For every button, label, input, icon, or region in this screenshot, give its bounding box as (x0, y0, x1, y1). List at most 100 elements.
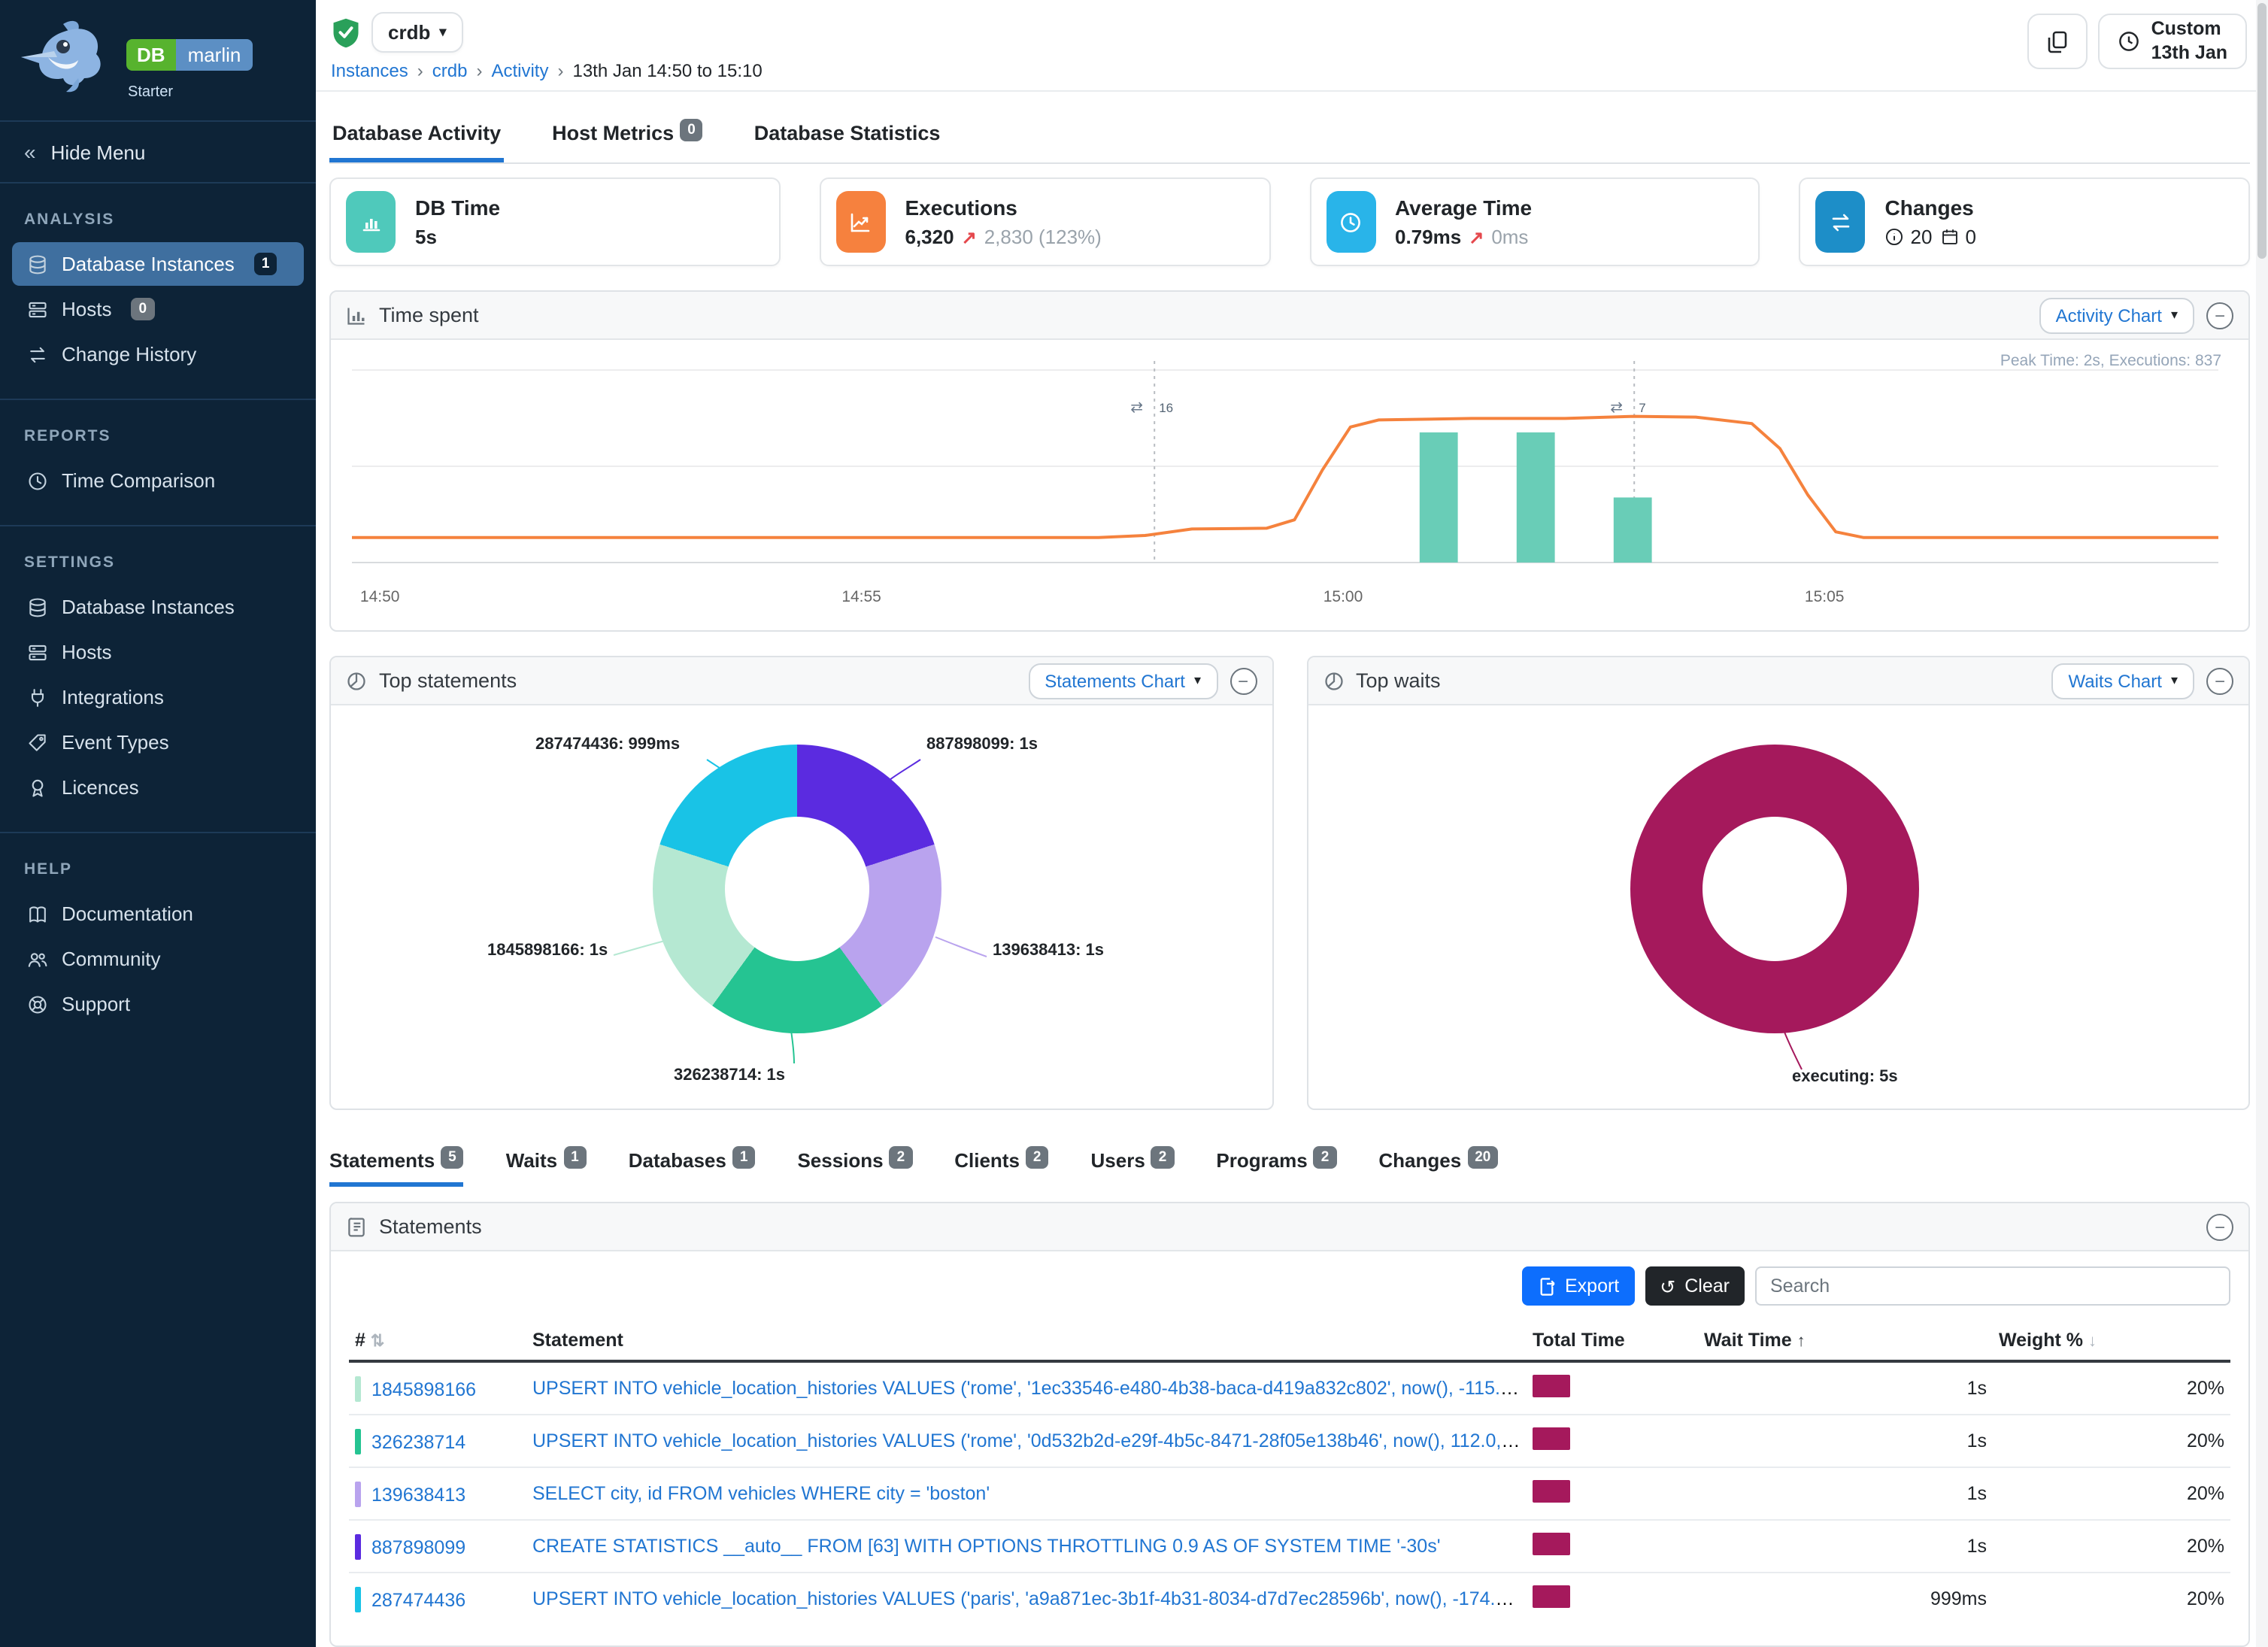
section-label: REPORTS (24, 427, 111, 445)
col-header-weight[interactable]: Weight % ↓ (1993, 1321, 2230, 1363)
statement-id-link[interactable]: 139638413 (371, 1484, 466, 1505)
total-time-bar (1533, 1585, 1570, 1608)
sidebar-item-database-instances[interactable]: Database Instances 1 (12, 242, 304, 286)
metric-value: 6,320 ↗ 2,830 (123%) (905, 226, 1102, 248)
sidebar-item-hosts[interactable]: Hosts 0 (12, 287, 304, 331)
statement-id-link[interactable]: 326238714 (371, 1431, 466, 1452)
activity-chart-select[interactable]: Activity Chart ▾ (2039, 297, 2194, 333)
statements-chart-select[interactable]: Statements Chart ▾ (1028, 663, 1217, 699)
sidebar-item-licences[interactable]: Licences (12, 766, 304, 809)
statement-id-link[interactable]: 287474436 (371, 1589, 466, 1610)
sidebar-item-time-comparison[interactable]: Time Comparison (12, 459, 304, 502)
waits-chart-select[interactable]: Waits Chart ▾ (2051, 663, 2194, 699)
collapse-panel-button[interactable]: − (1230, 667, 1257, 694)
tab-host-metrics[interactable]: Host Metrics 0 (549, 110, 706, 162)
breadcrumb-crdb[interactable]: crdb (432, 60, 468, 81)
time-range-button[interactable]: Custom 13th Jan (2098, 14, 2247, 69)
breadcrumb-instances[interactable]: Instances (331, 60, 408, 81)
top-statements-panel: Top statements Statements Chart ▾ − (329, 656, 1273, 1110)
col-header-total-time[interactable]: Total Time (1527, 1321, 1698, 1363)
hide-menu-button[interactable]: « Hide Menu (0, 120, 316, 184)
sidebar-item-documentation[interactable]: Documentation (12, 892, 304, 936)
donut-label: 139638413: 1s (993, 942, 1105, 960)
svg-text:14:55: 14:55 (841, 588, 881, 605)
weight-cell: 20% (1993, 1415, 2230, 1468)
metric-card-changes: Changes 20 0 (1799, 177, 2250, 266)
metric-title: Average Time (1395, 196, 1533, 220)
statement-text-link[interactable]: UPSERT INTO vehicle_location_histories V… (532, 1588, 1527, 1609)
sidebar-item-label: Support (62, 993, 131, 1015)
breadcrumb-activity[interactable]: Activity (491, 60, 549, 81)
sidebar-item-event-types[interactable]: Event Types (12, 720, 304, 764)
clear-button[interactable]: ↺ Clear (1645, 1266, 1745, 1306)
support-icon (29, 995, 47, 1013)
search-input[interactable] (1755, 1266, 2230, 1306)
health-shield-icon (333, 17, 359, 47)
sidebar-item-integrations[interactable]: Integrations (12, 675, 304, 719)
chevron-down-icon: ▾ (439, 24, 447, 39)
breadcrumb-timerange: 13th Jan 14:50 to 15:10 (572, 60, 763, 81)
copy-link-button[interactable] (2027, 14, 2088, 69)
donut-label: executing: 5s (1792, 1068, 1898, 1086)
detail-tab-users[interactable]: Users 2 (1091, 1146, 1175, 1187)
wait-time-cell: 1s (1698, 1415, 1993, 1468)
people-icon (28, 952, 47, 966)
count-badge: 20 (1467, 1146, 1499, 1169)
statement-id-link[interactable]: 1845898166 (371, 1379, 477, 1400)
statement-color-bar (355, 1586, 361, 1612)
detail-tab-clients[interactable]: Clients 2 (954, 1146, 1049, 1187)
sidebar-item-change-history[interactable]: Change History (12, 332, 304, 376)
panel-title: Statements (379, 1215, 482, 1238)
arrows-icon (30, 346, 45, 362)
col-header-wait-time[interactable]: Wait Time ↑ (1698, 1321, 1993, 1363)
detail-tab-changes[interactable]: Changes 20 (1378, 1146, 1499, 1187)
scrollbar[interactable] (2256, 0, 2268, 1647)
collapse-panel-button[interactable]: − (2206, 1213, 2233, 1240)
weight-cell: 20% (2186, 1588, 2224, 1609)
detail-tab-waits[interactable]: Waits 1 (506, 1146, 587, 1187)
total-time-bar (1533, 1375, 1570, 1397)
col-header-id[interactable]: # ⇅ (349, 1321, 526, 1363)
collapse-left-icon: « (24, 140, 36, 164)
statement-text-link[interactable]: UPSERT INTO vehicle_location_histories V… (532, 1378, 1527, 1399)
col-header-statement[interactable]: Statement (526, 1321, 1527, 1363)
statement-list-icon (348, 1217, 365, 1236)
statement-id-link[interactable]: 887898099 (371, 1536, 466, 1558)
sort-desc-icon: ↓ (2088, 1333, 2097, 1351)
svg-text:14:50: 14:50 (360, 588, 400, 605)
export-icon (1539, 1277, 1554, 1295)
waits-donut[interactable] (1630, 745, 1918, 1033)
sidebar-item-database-instances[interactable]: Database Instances (12, 585, 304, 629)
tab-database-activity[interactable]: Database Activity (329, 110, 505, 162)
detail-tab-statements[interactable]: Statements 5 (329, 1146, 464, 1187)
arrows-icon (1832, 213, 1849, 231)
sidebar-item-hosts[interactable]: Hosts (12, 630, 304, 674)
statement-text-link[interactable]: UPSERT INTO vehicle_location_histories V… (532, 1430, 1527, 1451)
detail-tab-databases[interactable]: Databases 1 (629, 1146, 756, 1187)
statements-donut[interactable] (653, 745, 941, 1033)
sidebar-nav: ANALYSIS Database Instances 1 Hosts 0 Change … (0, 184, 316, 1048)
detail-tab-sessions[interactable]: Sessions 2 (797, 1146, 913, 1187)
table-row: 326238714 UPSERT INTO vehicle_location_h… (349, 1415, 2230, 1468)
pie-chart-icon (347, 672, 365, 690)
statement-text-link[interactable]: SELECT city, id FROM vehicles WHERE city… (532, 1483, 990, 1504)
top-waits-panel: Top waits Waits Chart ▾ − executing: 5s (1306, 656, 2250, 1110)
table-toolbar: Export ↺ Clear (331, 1251, 2248, 1318)
collapse-panel-button[interactable]: − (2206, 667, 2233, 694)
instance-selector[interactable]: crdb ▾ (371, 12, 463, 53)
tab-database-statistics[interactable]: Database Statistics (753, 122, 941, 144)
svg-text:⇄: ⇄ (1130, 399, 1143, 416)
scrollbar-thumb[interactable] (2257, 3, 2266, 259)
count-badge: 1 (732, 1146, 756, 1169)
collapse-panel-button[interactable]: − (2206, 302, 2233, 329)
copy-icon (2048, 30, 2067, 53)
statement-text-link[interactable]: CREATE STATISTICS __auto__ FROM [63] WIT… (532, 1536, 1441, 1557)
activity-chart: ⇄ 16 ⇄ 7 14:50 14:55 15:00 15:05 (352, 361, 2218, 605)
detail-tab-programs[interactable]: Programs 2 (1216, 1146, 1337, 1187)
table-row: 139638413 SELECT city, id FROM vehicles … (349, 1467, 2230, 1521)
sidebar-item-support[interactable]: Support (12, 982, 304, 1026)
sidebar-item-community[interactable]: Community (12, 937, 304, 981)
export-button[interactable]: Export (1521, 1266, 1635, 1306)
metric-cards: DB Time 5s Executions 6,320 ↗ 2,830 (123%… (329, 177, 2250, 266)
tag-icon (29, 733, 46, 751)
